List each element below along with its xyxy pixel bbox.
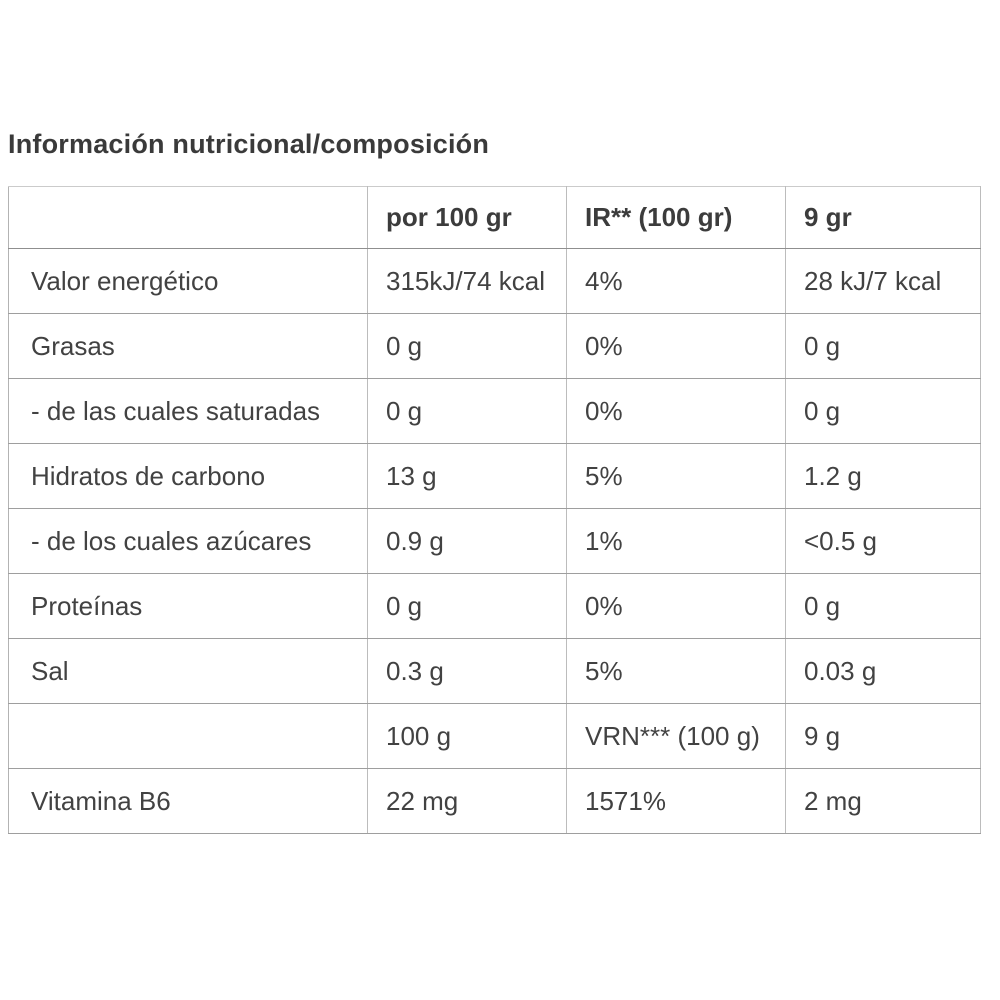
value-per-9g: 1.2 g: [785, 443, 981, 509]
value-ir: 0%: [566, 313, 786, 379]
header-empty: [8, 186, 368, 249]
value-per-100g: 0.3 g: [367, 638, 567, 704]
table-row: 100 g VRN*** (100 g) 9 g: [8, 703, 981, 769]
table-row: - de las cuales saturadas 0 g 0% 0 g: [8, 378, 981, 444]
value-ir: VRN*** (100 g): [566, 703, 786, 769]
table-row: Valor energético 315kJ/74 kcal 4% 28 kJ/…: [8, 248, 981, 314]
value-per-9g: <0.5 g: [785, 508, 981, 574]
table-row: Grasas 0 g 0% 0 g: [8, 313, 981, 379]
row-label: Sal: [8, 638, 368, 704]
header-9gr: 9 gr: [785, 186, 981, 249]
table-row: - de los cuales azúcares 0.9 g 1% <0.5 g: [8, 508, 981, 574]
page-title: Información nutricional/composición: [8, 129, 490, 159]
row-label: - de las cuales saturadas: [8, 378, 368, 444]
value-per-9g: 2 mg: [785, 768, 981, 834]
value-per-100g: 315kJ/74 kcal: [367, 248, 567, 314]
value-per-9g: 0.03 g: [785, 638, 981, 704]
row-label: - de los cuales azúcares: [8, 508, 368, 574]
value-per-100g: 0 g: [367, 573, 567, 639]
row-label: Valor energético: [8, 248, 368, 314]
value-per-100g: 0.9 g: [367, 508, 567, 574]
header-ir-100gr: IR** (100 gr): [566, 186, 786, 249]
table-row: Proteínas 0 g 0% 0 g: [8, 573, 981, 639]
header-row: por 100 gr IR** (100 gr) 9 gr: [8, 186, 981, 249]
row-label: Vitamina B6: [8, 768, 368, 834]
row-label: Grasas: [8, 313, 368, 379]
value-per-100g: 0 g: [367, 378, 567, 444]
value-per-100g: 22 mg: [367, 768, 567, 834]
table-row: Hidratos de carbono 13 g 5% 1.2 g: [8, 443, 981, 509]
value-ir: 4%: [566, 248, 786, 314]
value-ir: 0%: [566, 573, 786, 639]
value-per-9g: 0 g: [785, 573, 981, 639]
value-per-100g: 13 g: [367, 443, 567, 509]
value-ir: 1%: [566, 508, 786, 574]
value-ir: 0%: [566, 378, 786, 444]
value-ir: 5%: [566, 443, 786, 509]
table-row: Sal 0.3 g 5% 0.03 g: [8, 638, 981, 704]
value-per-100g: 0 g: [367, 313, 567, 379]
nutrition-table: por 100 gr IR** (100 gr) 9 gr Valor ener…: [8, 186, 981, 834]
table-row: Vitamina B6 22 mg 1571% 2 mg: [8, 768, 981, 834]
row-label: Proteínas: [8, 573, 368, 639]
value-per-100g: 100 g: [367, 703, 567, 769]
value-per-9g: 0 g: [785, 313, 981, 379]
row-label: [8, 703, 368, 769]
row-label: Hidratos de carbono: [8, 443, 368, 509]
value-ir: 1571%: [566, 768, 786, 834]
value-per-9g: 0 g: [785, 378, 981, 444]
value-per-9g: 28 kJ/7 kcal: [785, 248, 981, 314]
value-ir: 5%: [566, 638, 786, 704]
header-per-100gr: por 100 gr: [367, 186, 567, 249]
value-per-9g: 9 g: [785, 703, 981, 769]
